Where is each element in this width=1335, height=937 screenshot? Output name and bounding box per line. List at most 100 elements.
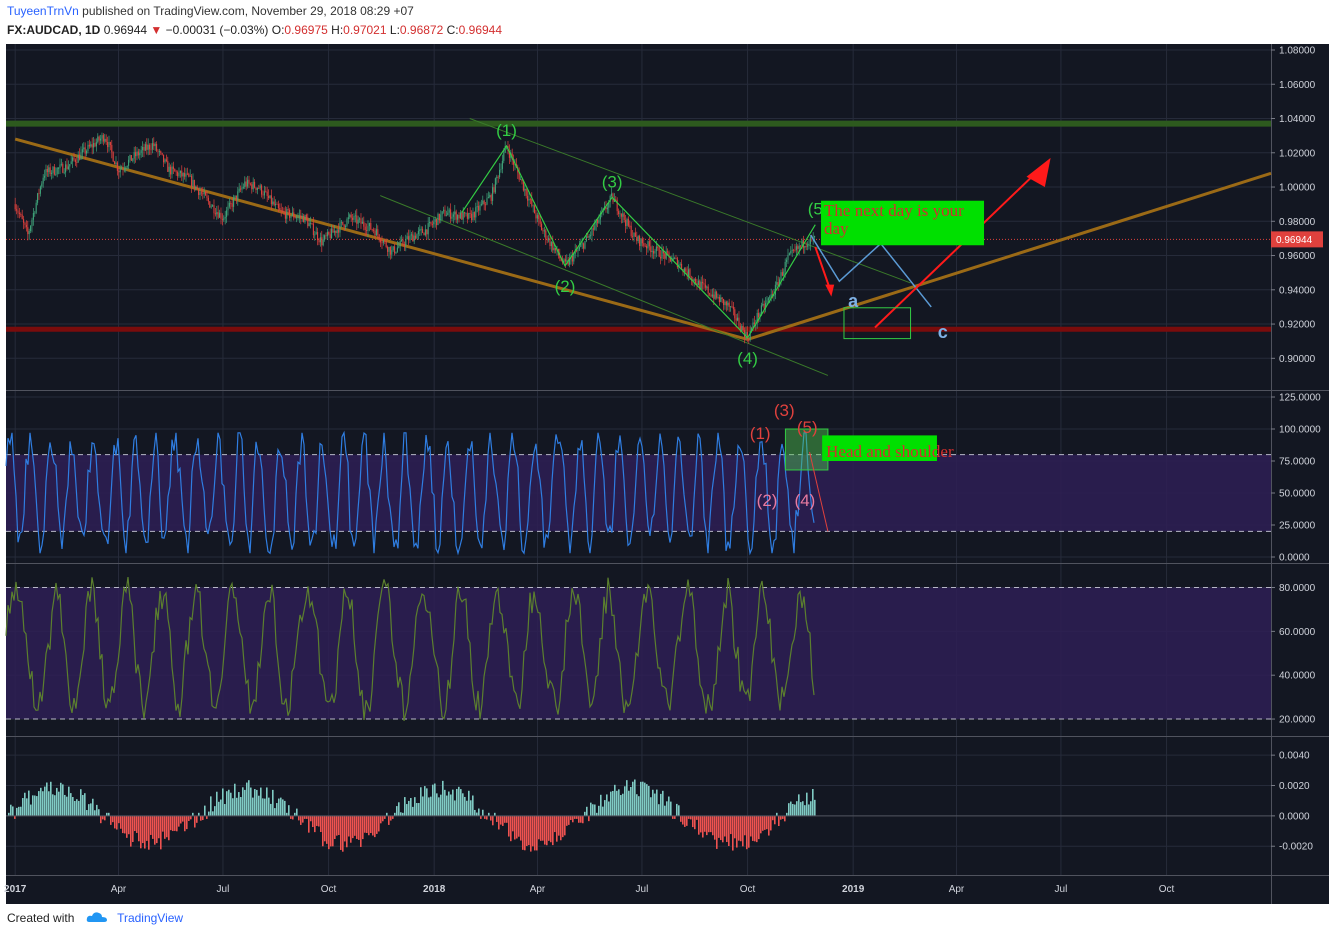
candle-body: [130, 155, 132, 161]
histogram-bar: [366, 815, 368, 833]
candle-body: [256, 188, 258, 190]
histogram-bar: [200, 815, 202, 821]
candle-body: [161, 152, 163, 155]
candle-body: [342, 221, 344, 225]
candle-body: [455, 211, 457, 220]
histogram-bar: [664, 805, 666, 816]
candle-body: [429, 222, 431, 224]
candle-body: [573, 254, 575, 262]
histogram-bar: [110, 815, 112, 825]
candle-body: [315, 232, 317, 235]
candle-body: [790, 250, 792, 254]
candle-body: [338, 229, 340, 233]
histogram-bar: [540, 815, 542, 841]
candle-body: [310, 223, 312, 224]
histogram-bar: [456, 788, 458, 816]
histogram-bar: [580, 815, 582, 823]
histogram-bar: [650, 797, 652, 816]
candle-body: [587, 236, 589, 238]
histogram-bar: [364, 815, 366, 833]
candle-body: [766, 300, 768, 303]
histogram-bar: [114, 815, 116, 829]
histogram-bar: [524, 815, 526, 851]
candle-body: [459, 212, 461, 219]
candle-body: [671, 260, 673, 262]
histogram-bar: [44, 786, 46, 816]
histogram-bar: [392, 815, 394, 819]
last-price: 0.96944: [103, 23, 148, 37]
oscillator-2-tick-label: 60.0000: [1279, 627, 1316, 638]
histogram-bar: [286, 812, 288, 816]
candle-body: [808, 243, 810, 246]
histogram-bar: [660, 793, 662, 816]
candle-body: [165, 159, 167, 162]
horizontal-lines: 0.96944: [6, 120, 1323, 332]
candle-body: [293, 212, 295, 218]
trendlines: [14, 118, 1272, 376]
histogram-bar: [656, 789, 658, 816]
candle-body: [443, 209, 445, 212]
candle-body: [79, 154, 81, 160]
candle-body: [384, 240, 386, 242]
candle-body: [597, 219, 599, 224]
candle-body: [333, 230, 335, 233]
candle-body: [104, 138, 106, 142]
candle-body: [619, 213, 621, 215]
candle-body: [359, 218, 361, 220]
histogram-bar: [272, 789, 274, 816]
candle-body: [111, 145, 113, 153]
candle-body: [711, 294, 713, 297]
candle-body: [773, 294, 775, 297]
candle-body: [654, 251, 656, 254]
candle-body: [426, 229, 428, 235]
candle-body: [630, 225, 632, 237]
candle-body: [710, 294, 712, 297]
candle-body: [468, 213, 470, 219]
candle-body: [270, 195, 272, 205]
candle-body: [81, 149, 83, 153]
candle-body: [18, 212, 20, 214]
candle-body: [296, 217, 298, 219]
candle-body: [321, 237, 323, 246]
histogram-bar: [296, 808, 298, 816]
candle-body: [409, 235, 411, 241]
candle-body: [781, 272, 783, 276]
author-link[interactable]: TuyeenTrnVn: [7, 4, 79, 18]
histogram-bar: [404, 797, 406, 816]
candle-body: [51, 172, 53, 175]
histogram-bar: [446, 795, 448, 816]
histogram-bar: [594, 804, 596, 816]
candle-body: [689, 269, 691, 279]
candle-body: [112, 152, 114, 162]
low-label: L:: [389, 23, 400, 37]
candle-body: [336, 229, 338, 234]
candle-body: [77, 154, 79, 163]
candle-body: [331, 228, 333, 238]
histogram-bar: [526, 815, 528, 846]
candle-body: [706, 286, 708, 288]
candle-body: [143, 147, 145, 151]
hs-note-box: [822, 435, 937, 461]
candle-body: [490, 195, 492, 201]
histogram-bar: [592, 804, 594, 816]
histogram-bar: [688, 815, 690, 819]
candle-body: [497, 176, 499, 178]
candle-body: [457, 214, 459, 220]
histogram-bar: [18, 806, 20, 816]
histogram-bar: [238, 792, 240, 816]
histogram-bar: [310, 815, 312, 822]
elliott-waves: (1) (2) (3) (4) (5: [461, 121, 823, 368]
candle-body: [482, 200, 484, 204]
histogram-bar: [614, 784, 616, 816]
candle-body: [69, 164, 71, 167]
candle-body: [170, 166, 172, 175]
tradingview-brand-link[interactable]: TradingView: [117, 911, 184, 925]
histogram-bar: [168, 815, 170, 841]
candle-body: [618, 211, 620, 215]
candle-body: [574, 250, 576, 255]
candle-body: [438, 213, 440, 221]
candle-body: [525, 188, 527, 196]
histogram-bar: [62, 784, 64, 816]
oscillator-2-line: [5, 577, 815, 722]
